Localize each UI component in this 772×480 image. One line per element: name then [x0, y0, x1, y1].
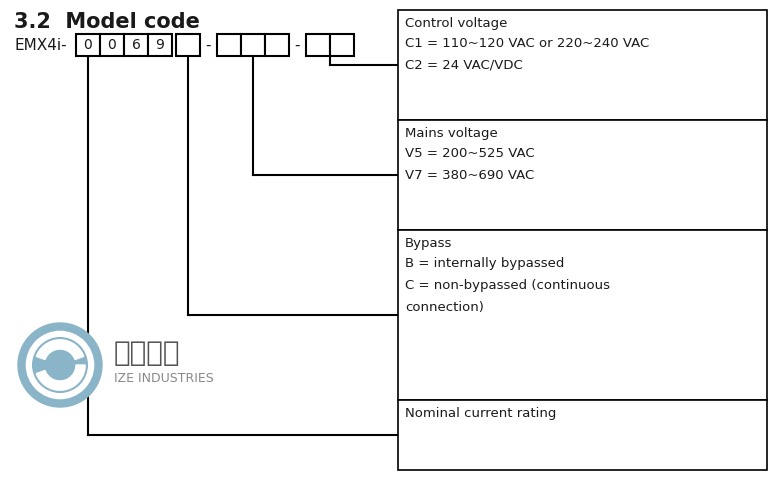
Text: C = non-bypassed (continuous: C = non-bypassed (continuous [405, 279, 610, 292]
Text: B = internally bypassed: B = internally bypassed [405, 257, 564, 270]
Bar [176, 34, 200, 56]
Bar [398, 10, 767, 120]
Text: 0: 0 [107, 38, 117, 52]
Bar [76, 34, 100, 56]
Text: V5 = 200~525 VAC: V5 = 200~525 VAC [405, 147, 535, 160]
Circle shape [18, 323, 102, 407]
Text: connection): connection) [405, 301, 484, 314]
Text: Bypass: Bypass [405, 237, 452, 250]
Text: 9: 9 [156, 38, 164, 52]
Text: 6: 6 [131, 38, 141, 52]
Bar [100, 34, 124, 56]
Polygon shape [36, 365, 85, 390]
Bar [124, 34, 148, 56]
Text: C1 = 110~120 VAC or 220~240 VAC: C1 = 110~120 VAC or 220~240 VAC [405, 37, 649, 50]
Bar [148, 34, 172, 56]
Bar [398, 230, 767, 400]
Text: IZE INDUSTRIES: IZE INDUSTRIES [114, 372, 214, 385]
Text: EMX4i-: EMX4i- [14, 37, 66, 52]
Bar [241, 34, 265, 56]
Bar [398, 400, 767, 470]
Text: C2 = 24 VAC/VDC: C2 = 24 VAC/VDC [405, 59, 523, 72]
Text: V7 = 380~690 VAC: V7 = 380~690 VAC [405, 169, 534, 182]
Bar [265, 34, 289, 56]
Bar [330, 34, 354, 56]
Text: -: - [205, 37, 211, 52]
Text: Control voltage: Control voltage [405, 17, 507, 30]
Text: -: - [294, 37, 300, 52]
Bar [398, 120, 767, 230]
Circle shape [32, 338, 87, 392]
Bar [217, 34, 241, 56]
Text: 0: 0 [83, 38, 93, 52]
Text: Mains voltage: Mains voltage [405, 127, 498, 140]
Polygon shape [36, 340, 83, 360]
Text: 爱泽工业: 爱泽工业 [114, 339, 181, 367]
Circle shape [26, 331, 93, 398]
Bar [306, 34, 330, 56]
Text: 3.2  Model code: 3.2 Model code [14, 12, 200, 32]
Text: Nominal current rating: Nominal current rating [405, 407, 557, 420]
